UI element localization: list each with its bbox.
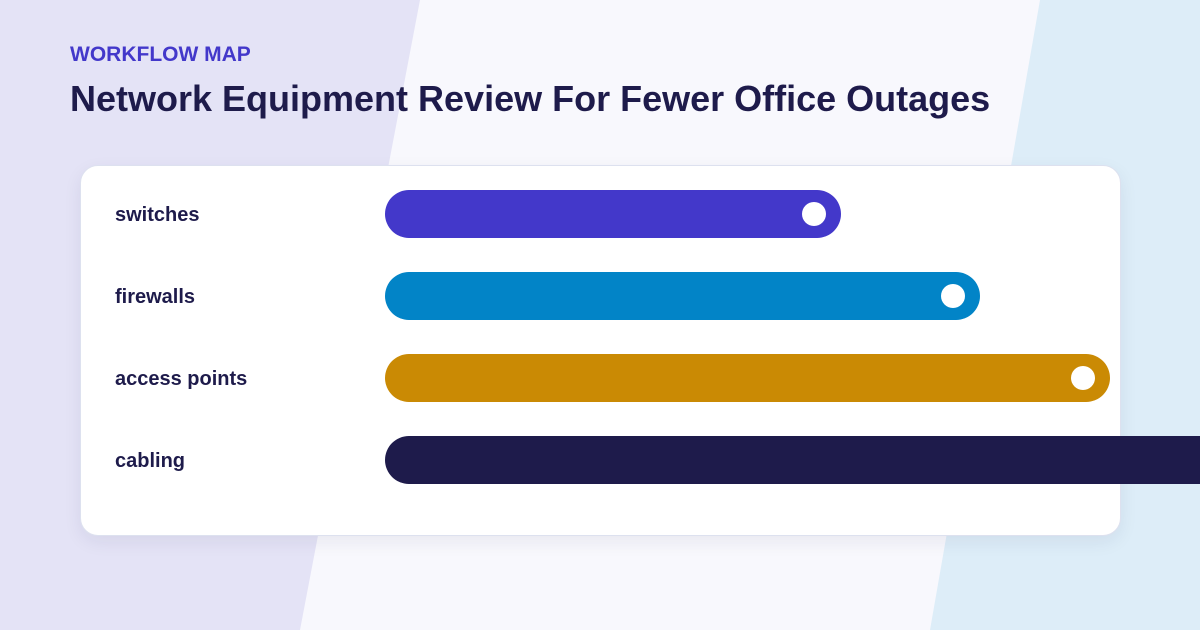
bar-cabling — [385, 436, 1200, 484]
eyebrow-label: WORKFLOW MAP — [70, 43, 251, 66]
bar-label: switches — [115, 204, 200, 226]
bar-label: cabling — [115, 450, 186, 472]
bar-end-marker — [1071, 366, 1095, 390]
bar-access-points — [385, 354, 1110, 402]
bar-end-marker — [802, 202, 826, 226]
bar-label: firewalls — [115, 286, 196, 308]
page-title: Network Equipment Review For Fewer Offic… — [70, 78, 991, 119]
bar-end-marker — [941, 284, 965, 308]
bar-switches — [385, 190, 841, 238]
bar-firewalls — [385, 272, 980, 320]
bar-label: access points — [115, 368, 248, 390]
